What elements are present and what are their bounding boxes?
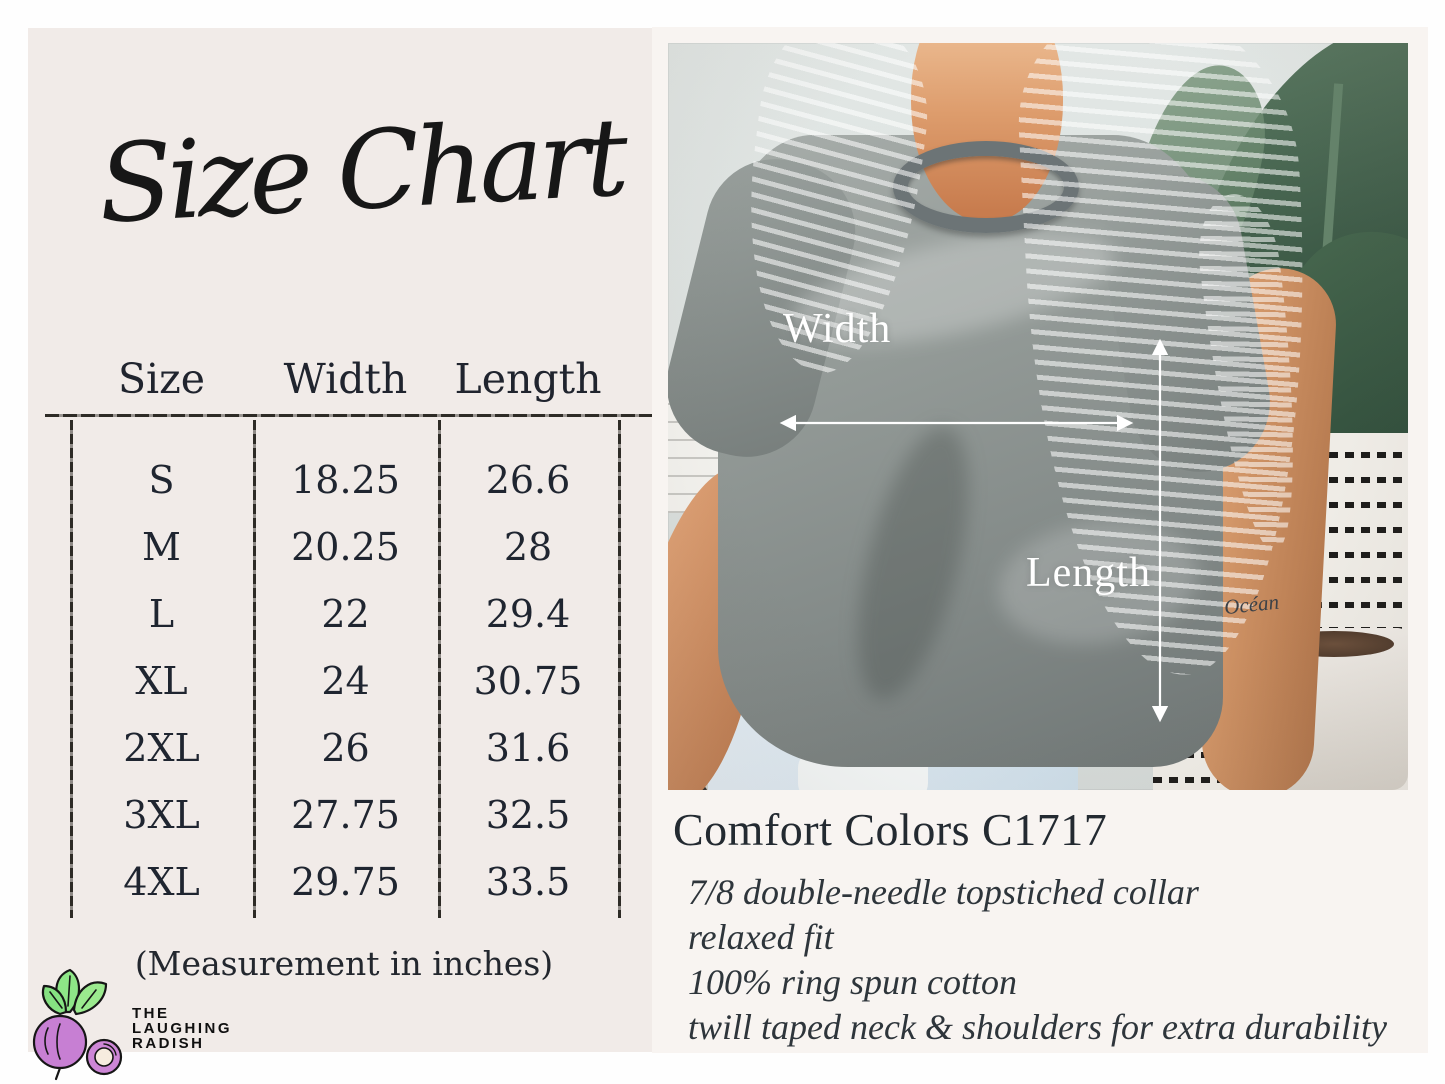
size-table-header: Size Width Length [70, 348, 618, 410]
table-cell: 26 [321, 725, 370, 770]
table-cell: 27.75 [291, 792, 400, 837]
table-cell: 31.6 [485, 725, 571, 770]
brand-line-2: LAUGHING [132, 1020, 232, 1037]
table-rule-mid2 [438, 420, 441, 918]
brand-name: THE LAUGHING RADISH [132, 1006, 232, 1051]
table-cell: 28 [503, 524, 553, 569]
product-feature: 7/8 double-needle topstiched collar [688, 872, 1199, 912]
brand-logo: THE LAUGHING RADISH [30, 958, 290, 1083]
table-rule-left [70, 420, 73, 918]
width-label: Width [783, 306, 892, 352]
table-cell: L [148, 591, 175, 636]
table-cell: S [148, 457, 175, 502]
photo-card: Océan Width Length Comfort Colors C1717 [652, 27, 1428, 1053]
length-label: Length [1026, 550, 1151, 596]
product-feature: relaxed fit [688, 917, 834, 957]
table-cell: M [142, 524, 181, 569]
product-name: Comfort Colors C1717 [673, 804, 1108, 855]
table-cell: 18.25 [291, 457, 400, 502]
table-cell: 2XL [123, 725, 200, 770]
table-cell: 29.4 [485, 591, 571, 636]
table-cell: XL [135, 658, 188, 703]
table-rule-mid1 [253, 420, 256, 918]
table-cell: 33.5 [485, 859, 571, 904]
table-cell: 32.5 [485, 792, 571, 837]
table-header-rule [45, 414, 656, 417]
page-title: Size Chart [95, 94, 627, 248]
table-cell: 22 [321, 591, 370, 636]
brand-line-1: THE [132, 1005, 170, 1022]
measurement-note: (Measurement in inches) [134, 944, 554, 983]
radish-icon [32, 968, 123, 1081]
table-cell: 29.75 [291, 859, 400, 904]
column-header-width: Width [283, 355, 408, 403]
measurement-arrows [779, 338, 1169, 723]
table-cell: 24 [321, 658, 370, 703]
product-feature: 100% ring spun cotton [688, 962, 1017, 1002]
table-rule-right [618, 420, 621, 918]
table-cell: 26.6 [485, 457, 571, 502]
product-info: Comfort Colors C1717 7/8 double-needle t… [673, 803, 1413, 1050]
table-cell: 3XL [123, 792, 200, 837]
column-header-length: Length [454, 355, 602, 403]
product-features: 7/8 double-needle topstiched collar rela… [688, 870, 1413, 1050]
size-table-body: S 18.25 26.6 M 20.25 28 L 22 29.4 XL 24 … [70, 446, 618, 915]
brand-line-3: RADISH [132, 1035, 205, 1052]
model-photo: Océan Width Length [668, 43, 1408, 790]
column-header-size: Size [117, 355, 206, 403]
background-panel: Size Chart Size Width Length S 18.25 26.… [28, 27, 1428, 1081]
table-cell: 30.75 [473, 658, 583, 703]
table-cell: 20.25 [291, 524, 400, 569]
product-feature: twill taped neck & shoulders for extra d… [688, 1007, 1387, 1047]
table-cell: 4XL [123, 859, 200, 904]
